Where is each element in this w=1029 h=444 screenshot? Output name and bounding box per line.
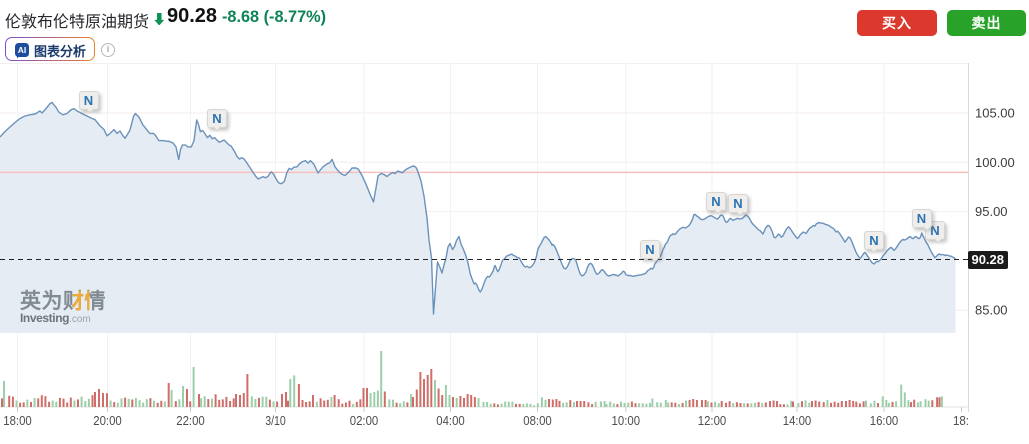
svg-text:18:: 18: <box>953 413 969 428</box>
svg-text:08:00: 08:00 <box>523 413 552 428</box>
svg-text:85.00: 85.00 <box>975 303 1008 318</box>
svg-text:3/10: 3/10 <box>265 413 286 428</box>
svg-text:04:00: 04:00 <box>436 413 465 428</box>
svg-text:02:00: 02:00 <box>350 413 379 428</box>
svg-text:20:00: 20:00 <box>93 413 122 428</box>
svg-text:16:00: 16:00 <box>870 413 899 428</box>
svg-text:22:00: 22:00 <box>176 413 205 428</box>
svg-text:105.00: 105.00 <box>975 106 1015 121</box>
svg-text:95.00: 95.00 <box>975 204 1008 219</box>
svg-text:100.00: 100.00 <box>975 155 1015 170</box>
svg-text:12:00: 12:00 <box>698 413 727 428</box>
svg-text:10:00: 10:00 <box>612 413 641 428</box>
svg-text:18:00: 18:00 <box>3 413 32 428</box>
svg-text:14:00: 14:00 <box>783 413 812 428</box>
